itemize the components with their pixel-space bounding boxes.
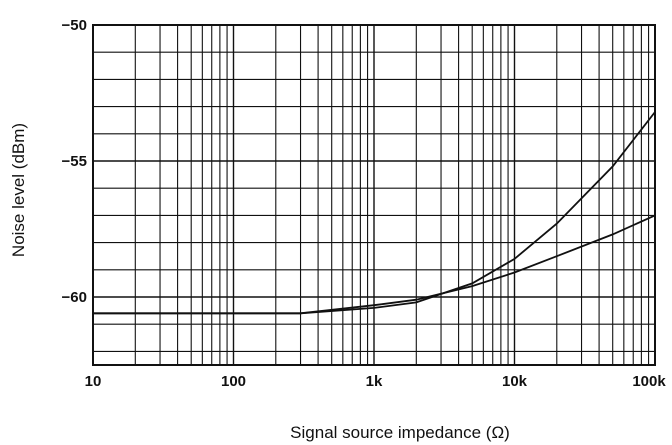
- series-line-2: [93, 214, 656, 315]
- x-axis-title: Signal source impedance (Ω): [290, 423, 510, 442]
- x-tick-labels: 10 100 1k 10k 100k: [85, 373, 667, 390]
- x-tick-label: 10: [85, 373, 102, 390]
- y-tick-label: −50: [62, 17, 87, 34]
- x-tick-label: 100: [221, 373, 246, 390]
- series-lines: [93, 111, 656, 315]
- plot-frame: [92, 24, 656, 366]
- x-tick-label: 10k: [502, 373, 528, 390]
- y-axis-title: Noise level (dBm): [9, 123, 28, 257]
- y-tick-label: −60: [62, 289, 87, 306]
- y-tick-labels: −50 −55 −60: [62, 17, 87, 306]
- y-tick-label: −55: [62, 153, 87, 170]
- x-tick-label: 1k: [366, 373, 383, 390]
- x-tick-label: 100k: [632, 373, 666, 390]
